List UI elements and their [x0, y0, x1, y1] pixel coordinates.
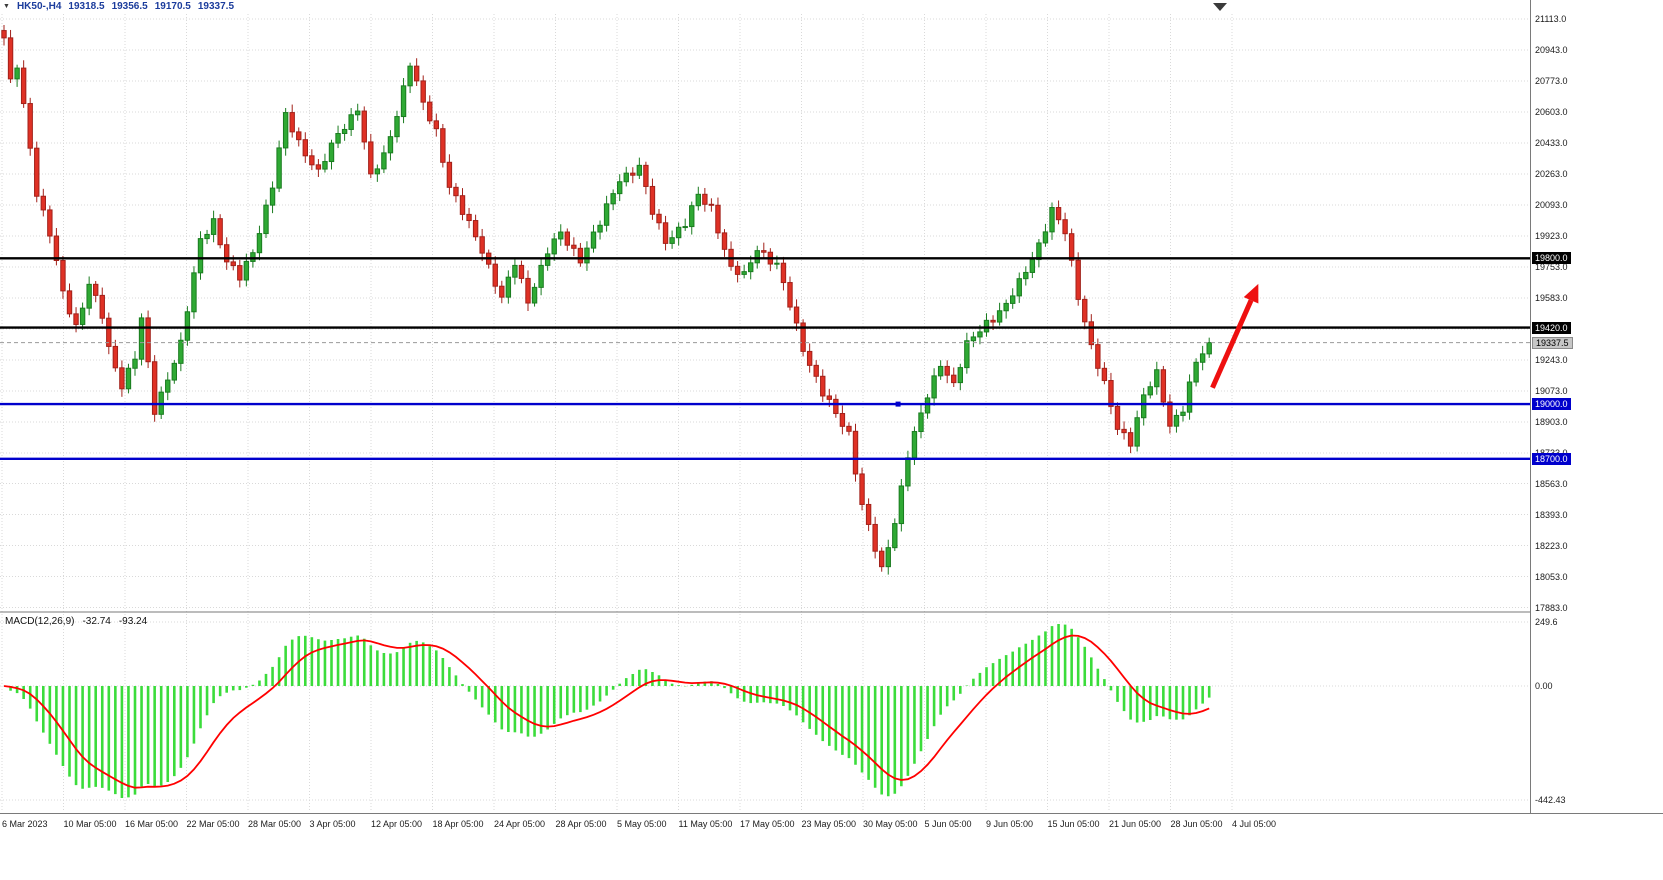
ohlc-open: 19318.5 [68, 1, 105, 12]
time-axis[interactable]: 6 Mar 2023 10 Mar 05:00 16 Mar 05:00 22 Mar… [0, 813, 1663, 880]
time-axis-label: 10 Mar 05:00 [63, 819, 117, 829]
price-tick-label: 18223.0 [1535, 540, 1568, 551]
level-price-badge: 19800.0 [1532, 252, 1571, 265]
price-tick-label: 20943.0 [1535, 45, 1568, 56]
macd-tick-label: 0.00 [1535, 681, 1553, 691]
price-tick-label: 21113.0 [1535, 14, 1567, 25]
time-axis-label: 11 May 05:00 [678, 819, 733, 829]
current-price-badge: 19337.5 [1532, 336, 1573, 349]
price-tick-label: 18393.0 [1535, 509, 1568, 520]
price-tick-label: 19073.0 [1535, 385, 1568, 396]
price-tick-label: 19243.0 [1535, 354, 1568, 365]
time-axis-label: 17 May 05:00 [740, 819, 795, 829]
price-tick-label: 19583.0 [1535, 292, 1568, 303]
macd-histogram [9, 624, 1211, 798]
price-tick-label: 17883.0 [1535, 602, 1568, 613]
time-axis-label: 28 Apr 05:00 [555, 819, 607, 829]
price-tick-label: 20603.0 [1535, 107, 1568, 118]
ohlc-low: 19170.5 [154, 1, 191, 12]
price-tick-label: 18733.0 [1535, 448, 1568, 458]
time-axis-label: 18 Apr 05:00 [432, 819, 484, 829]
time-axis-label: 28 Jun 05:00 [1170, 819, 1223, 829]
level-price-badge: 19420.0 [1532, 321, 1571, 334]
time-axis-label: 15 Jun 05:00 [1047, 819, 1100, 829]
time-axis-label: 4 Jul 05:00 [1232, 819, 1277, 829]
price-tick-label: 18053.0 [1535, 571, 1568, 582]
time-axis-label: 9 Jun 05:00 [986, 819, 1034, 829]
price-tick-label: 20263.0 [1535, 168, 1568, 179]
time-axis-label: 5 May 05:00 [617, 819, 667, 829]
macd-name: MACD(12,26,9) [5, 616, 75, 627]
price-tick-label: 20093.0 [1535, 199, 1568, 210]
symbol-period-label: HK50-,H4 [16, 1, 62, 12]
price-tick-label: 20433.0 [1535, 137, 1568, 148]
time-axis-label: 16 Mar 05:00 [125, 819, 179, 829]
time-axis-label: 23 May 05:00 [801, 819, 857, 829]
symbol-marker-icon: ▼ [3, 2, 10, 10]
chart-title-ohlc: ▼ HK50-,H4 19318.5 19356.5 19170.5 19337… [3, 1, 234, 12]
macd-signal-line [3, 634, 1210, 789]
price-chart-canvas[interactable] [0, 0, 1663, 813]
macd-value-signal: -93.24 [118, 616, 148, 627]
price-axis[interactable]: 21113.0 20943.0 20773.0 20603.0 20433.0 20263… [1530, 0, 1663, 813]
macd-indicator-label: MACD(12,26,9) -32.74 -93.24 [5, 616, 147, 627]
level-price-badge: 19000.0 [1532, 398, 1571, 411]
ohlc-close: 19337.5 [197, 1, 235, 12]
time-axis-label: 21 Jun 05:00 [1109, 819, 1162, 829]
candles [1, 25, 1212, 575]
chart-shift-marker-icon[interactable] [1213, 3, 1227, 11]
price-tick-label: 18563.0 [1535, 478, 1568, 489]
time-axis-label: 22 Mar 05:00 [186, 819, 240, 829]
trend-arrow-up[interactable] [1210, 283, 1259, 389]
time-axis-label: 30 May 05:00 [863, 819, 918, 829]
hline-anchor-marker[interactable] [895, 401, 901, 407]
time-axis-label: 12 Apr 05:00 [371, 819, 423, 829]
price-tick-label: 20773.0 [1535, 76, 1568, 87]
time-axis-label: 5 Jun 05:00 [924, 819, 972, 829]
ohlc-high: 19356.5 [111, 1, 148, 12]
macd-tick-label: 249.6 [1535, 617, 1558, 627]
time-axis-label: 3 Apr 05:00 [309, 819, 356, 829]
price-tick-label: 19753.0 [1535, 261, 1568, 272]
price-tick-label: 18903.0 [1535, 416, 1568, 427]
price-tick-label: 19923.0 [1535, 230, 1568, 241]
time-axis-label: 6 Mar 2023 [2, 819, 48, 829]
macd-tick-label: -442.43 [1535, 795, 1566, 805]
level-price-badge: 18700.0 [1532, 452, 1571, 465]
macd-value-main: -32.74 [82, 616, 111, 627]
time-axis-label: 24 Apr 05:00 [494, 819, 546, 829]
time-axis-label: 28 Mar 05:00 [248, 819, 302, 829]
